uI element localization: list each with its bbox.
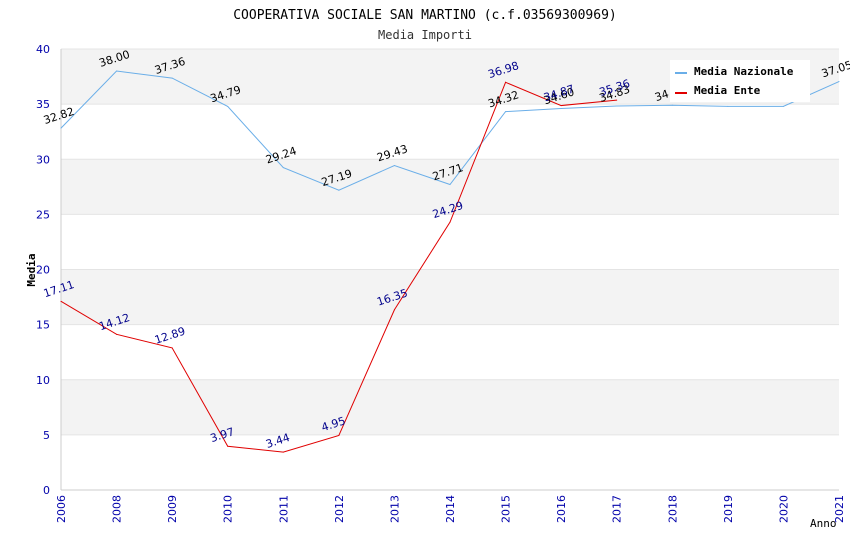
y-axis-label: Media [25,253,38,286]
data-point-media-nazionale [505,111,507,113]
series-lines [60,70,840,453]
data-point-media-ente [616,99,618,101]
data-point-media-ente [393,309,395,311]
data-point-media-nazionale [393,165,395,167]
x-tick-label: 2019 [722,495,735,523]
data-point-media-ente [282,451,284,453]
x-tick-label: 2009 [166,495,179,523]
data-point-media-ente [505,81,507,83]
y-tick-label: 0 [43,484,50,497]
data-point-media-nazionale [116,70,118,72]
plot-background-bands [61,49,839,435]
y-tick-label: 20 [36,264,50,277]
x-axis-tick-labels: 2006 2008 2009 2010 2011 2012 2013 2014 2015 2016… [55,495,846,523]
data-point-media-nazionale [338,189,340,191]
data-point-media-ente [116,333,118,335]
data-point-media-nazionale [560,108,562,110]
background-band [61,269,839,325]
data-point-media-nazionale [449,183,451,185]
gridlines [61,48,839,491]
background-band [61,379,839,435]
x-tick-label: 2012 [333,495,346,523]
legend-label-media-nazionale: Media Nazionale [694,65,794,78]
data-point-media-nazionale [60,127,62,129]
x-tick-label: 2010 [222,495,235,523]
x-tick-label: 2016 [555,495,568,523]
y-tick-label: 15 [36,319,50,332]
data-label-media-ente: 12.89 [153,325,187,347]
y-tick-label: 35 [36,98,50,111]
data-point-media-ente [60,300,62,302]
data-point-media-nazionale [282,167,284,169]
data-point-media-ente [227,445,229,447]
legend: Media Nazionale Media Ente [670,60,810,102]
data-label-media-nazionale: 34 [653,87,670,104]
x-tick-label: 2013 [388,495,401,523]
data-point-media-nazionale [171,77,173,79]
x-tick-label: 2018 [666,495,679,523]
x-tick-label: 2008 [111,495,124,523]
legend-label-media-ente: Media Ente [694,84,761,97]
data-point-media-ente [338,434,340,436]
data-point-media-nazionale [227,105,229,107]
chart-subtitle: Media Importi [378,28,472,42]
data-point-media-nazionale [616,105,618,107]
x-tick-label: 2014 [444,495,457,523]
legend-box [670,60,810,102]
x-tick-label: 2006 [55,495,68,523]
y-tick-label: 10 [36,374,50,387]
background-band [61,159,839,215]
data-point-media-nazionale [838,81,840,83]
data-point-media-nazionale [671,104,673,106]
x-axis-label: Anno [810,517,837,530]
data-point-media-ente [449,221,451,223]
y-tick-label: 30 [36,153,50,166]
y-tick-label: 25 [36,208,50,221]
x-tick-label: 2020 [777,495,790,523]
x-tick-label: 2015 [500,495,513,523]
y-tick-label: 5 [43,429,50,442]
chart-title: COOPERATIVA SOCIALE SAN MARTINO (c.f.035… [233,8,617,23]
x-tick-label: 2021 [833,495,846,523]
data-point-media-nazionale [782,105,784,107]
data-point-media-ente [171,347,173,349]
data-point-media-ente [560,105,562,107]
axes [60,49,839,491]
y-axis-tick-labels: 0 5 10 15 20 25 30 35 40 [36,43,50,497]
y-tick-label: 40 [36,43,50,56]
data-point-media-nazionale [727,105,729,107]
x-tick-label: 2017 [611,495,624,523]
x-tick-label: 2011 [277,495,290,523]
